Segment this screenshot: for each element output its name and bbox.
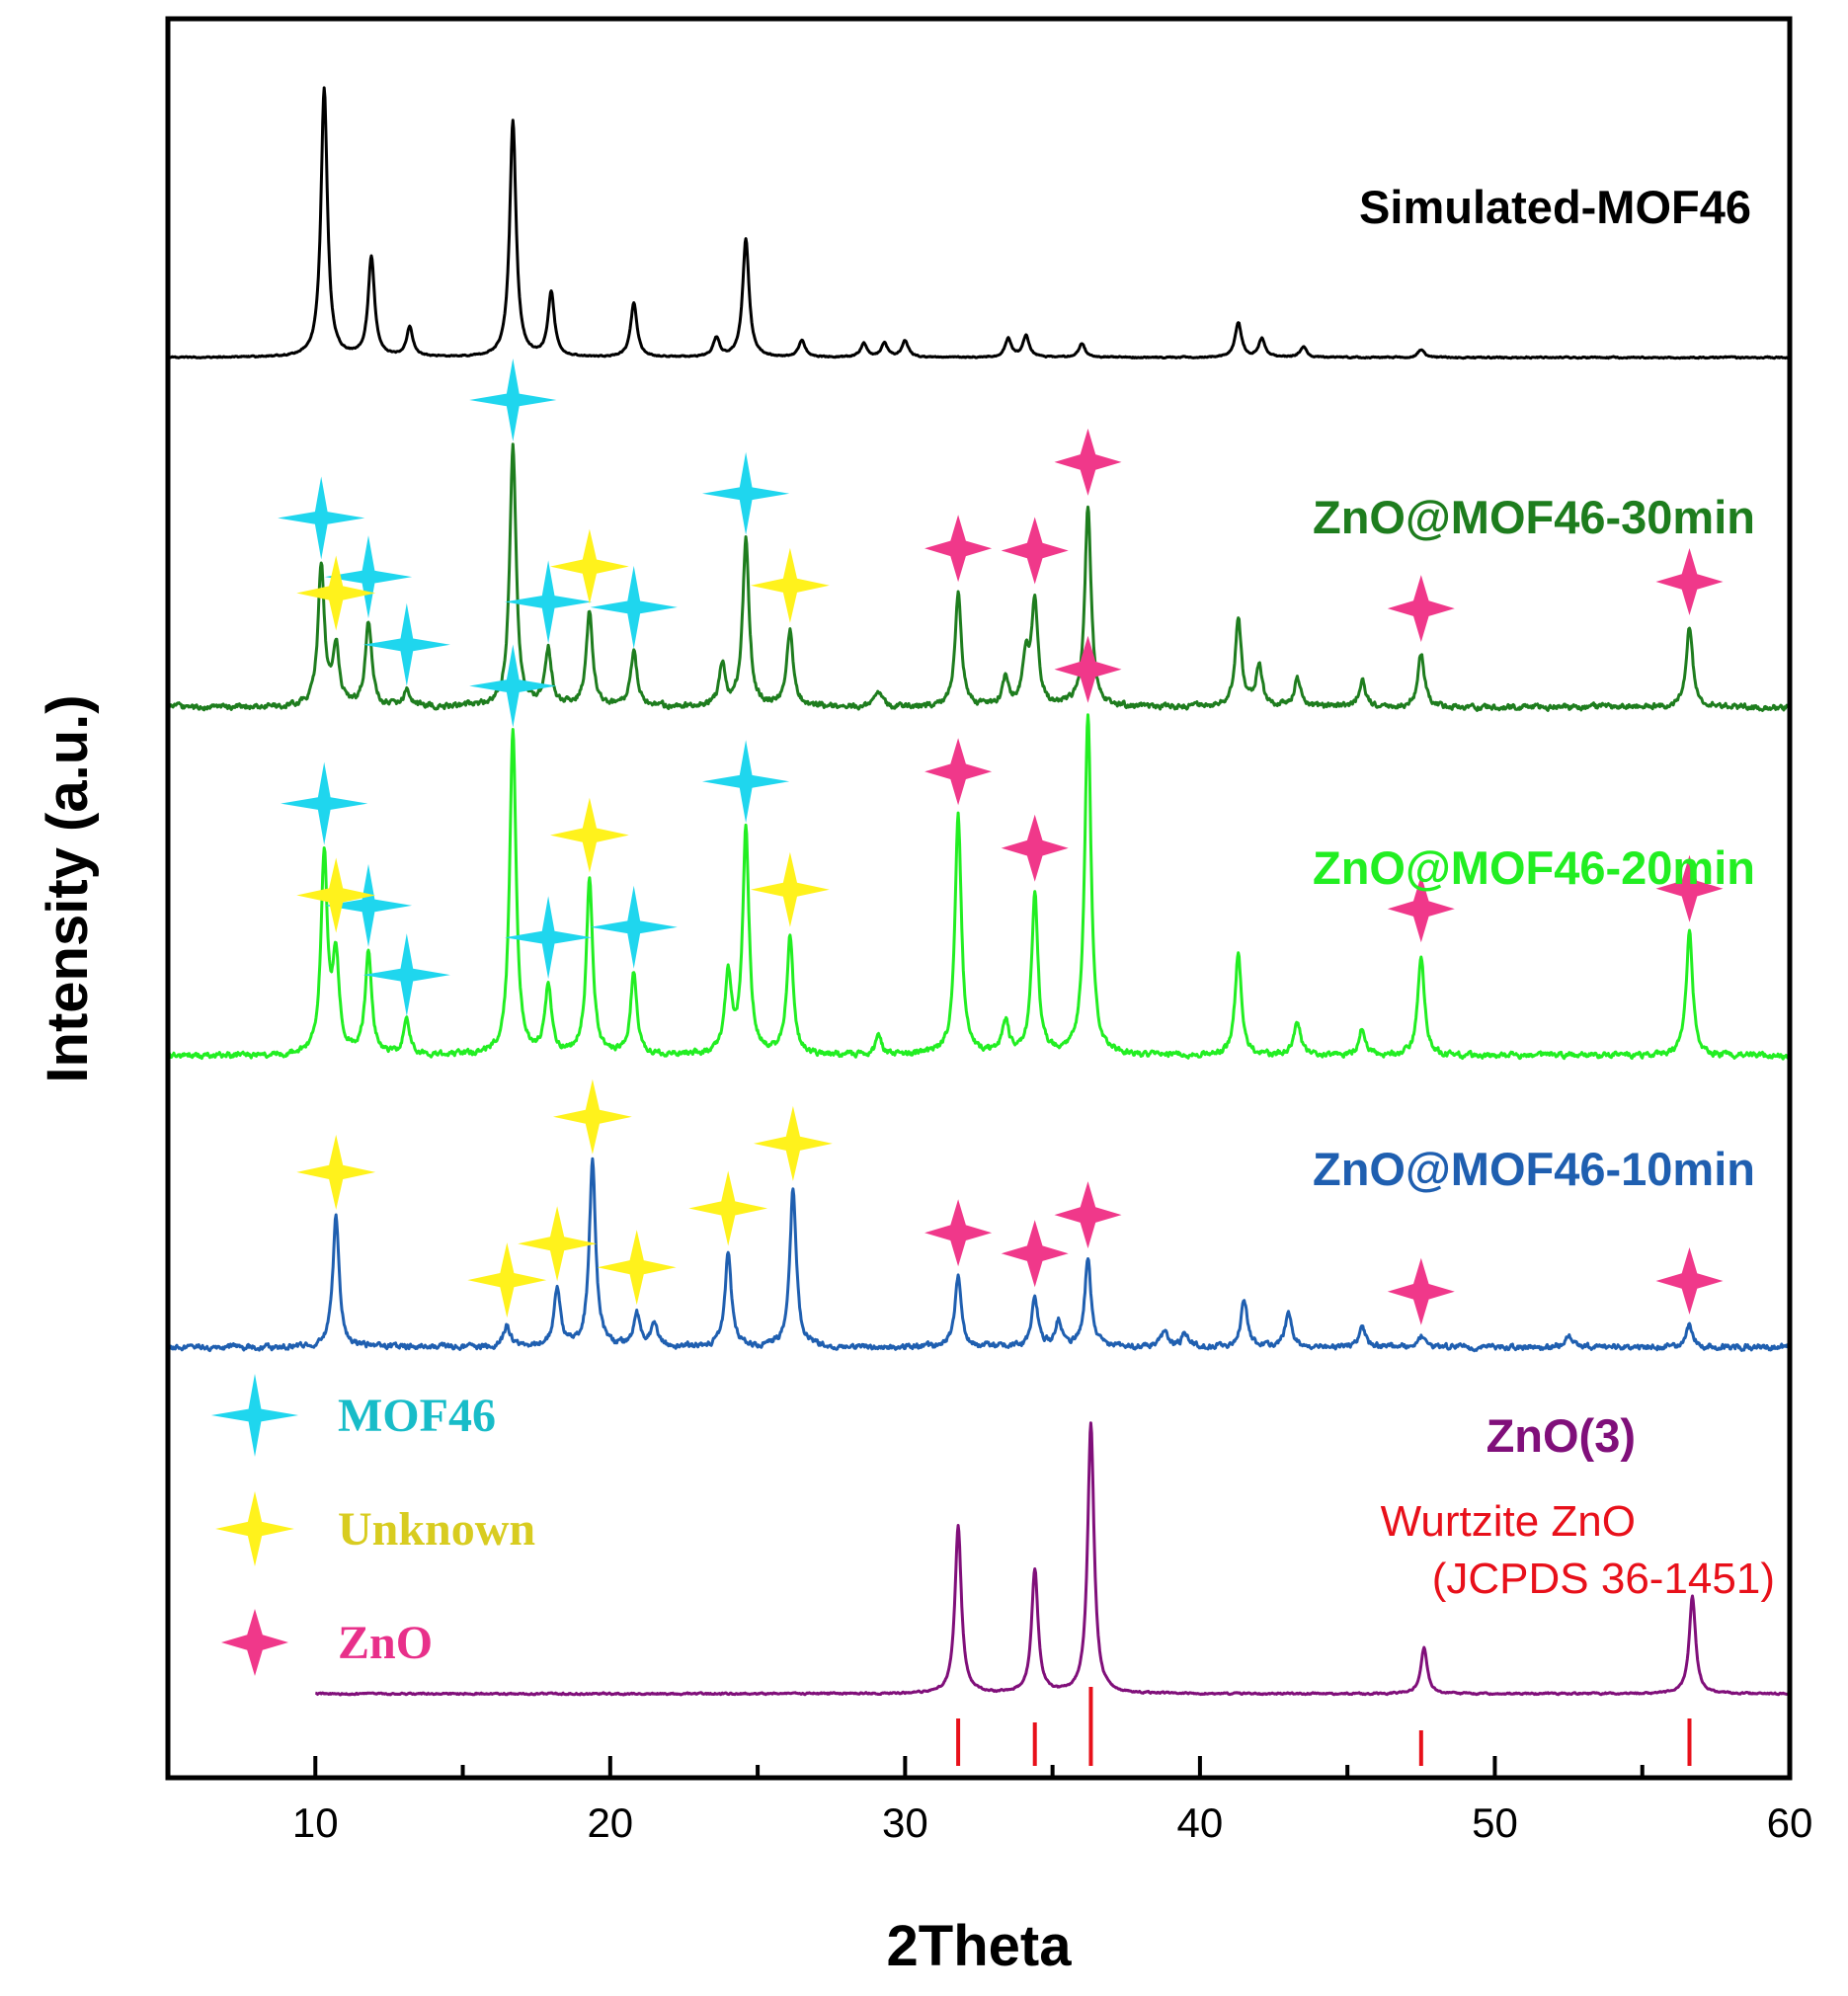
x-tick-label-40: 40 [1177,1799,1224,1846]
marker-zno-mof46-20min-zno-1 [1001,814,1069,882]
series-line-simulated-mof46 [167,86,1791,360]
legend-layer: MOF46 Unknown ZnO [338,1390,535,1669]
marker-zno-mof46-30min-zno-4 [1655,548,1724,615]
marker-zno-mof46-10min-zno-2 [1054,1181,1122,1249]
marker-zno-mof46-30min-zno-0 [924,515,993,583]
series-label-zno-mof46-20min: ZnO@MOF46-20min [1313,841,1755,894]
marker-zno-mof46-10min-zno-0 [924,1199,993,1267]
marker-zno-mof46-20min-unknown-2 [751,851,830,927]
marker-zno-mof46-20min-zno-3 [1387,875,1455,943]
x-tick-label-10: 10 [292,1799,339,1846]
reference-layer [956,1687,1692,1766]
x-tick-label-20: 20 [587,1799,633,1846]
marker-zno-mof46-20min-zno-4 [1655,854,1724,922]
x-tick-label-30: 30 [882,1799,928,1846]
marker-zno-mof46-10min-zno-1 [1001,1220,1069,1288]
reference-sub-label: (JCPDS 36-1451) [1432,1555,1775,1603]
marker-zno-mof46-30min-mof46-4 [505,560,593,644]
label-layer: Simulated-MOF46 ZnO@MOF46-30min ZnO@MOF46-… [1313,181,1775,1603]
marker-zno-mof46-30min-mof46-3 [469,359,557,441]
marker-zno-mof46-30min-unknown-2 [751,547,830,623]
x-tick-label-60: 60 [1767,1799,1813,1846]
marker-zno-mof46-20min-mof46-5 [590,885,678,969]
marker-zno-mof46-20min-mof46-2 [362,933,450,1017]
marker-zno-mof46-20min-zno-0 [924,738,993,806]
series-line-zno-mof46-20min [166,713,1792,1061]
legend-marker-zno [221,1609,288,1676]
marker-zno-mof46-20min-mof46-4 [505,896,593,980]
marker-zno-mof46-30min-mof46-1 [324,535,413,619]
marker-zno-mof46-30min-zno-3 [1387,575,1455,643]
marker-zno-mof46-20min-zno-2 [1054,635,1122,703]
legend-label-zno: ZnO [338,1617,433,1669]
marker-zno-mof46-10min-unknown-4 [597,1230,677,1306]
marker-zno-mof46-30min-zno-2 [1054,428,1122,496]
marker-zno-mof46-10min-unknown-2 [518,1206,597,1282]
series-line-zno-mof46-10min [166,1157,1792,1353]
legend-marker-mof46 [210,1374,299,1457]
marker-zno-mof46-20min-mof46-0 [281,761,368,845]
legend-label-mof46: MOF46 [338,1390,496,1442]
series-label-zno-mof46-30min: ZnO@MOF46-30min [1313,491,1755,543]
legend-marker-unknown [215,1491,294,1566]
axis-layer: 10 20 30 40 50 60 2Theta Intensity (a.u.) [36,16,1813,1978]
series-label-simulated-mof46: Simulated-MOF46 [1359,181,1751,233]
marker-zno-mof46-20min-unknown-1 [550,797,629,873]
marker-zno-mof46-30min-mof46-2 [362,602,450,686]
series-label-zno-3: ZnO(3) [1486,1409,1636,1462]
series-line-zno-3 [314,1421,1791,1697]
series-line-zno-mof46-30min [166,442,1792,712]
marker-zno-mof46-20min-unknown-0 [296,857,376,933]
marker-zno-mof46-30min-zno-1 [1001,517,1069,585]
marker-zno-mof46-20min-mof46-1 [324,863,413,947]
marker-zno-mof46-10min-unknown-0 [296,1134,376,1210]
x-tick-label-50: 50 [1472,1799,1518,1846]
marker-zno-mof46-10min-zno-4 [1655,1247,1724,1315]
reference-label: Wurtzite ZnO [1381,1497,1636,1546]
marker-zno-mof46-20min-mof46-3 [469,644,557,728]
marker-zno-mof46-30min-unknown-1 [550,528,629,604]
series-label-zno-mof46-10min: ZnO@MOF46-10min [1313,1143,1755,1195]
marker-zno-mof46-10min-unknown-6 [754,1105,833,1181]
marker-zno-mof46-10min-unknown-1 [467,1242,547,1318]
y-axis-title: Intensity (a.u.) [36,694,100,1082]
legend-label-unknown: Unknown [338,1503,535,1556]
marker-zno-mof46-20min-mof46-6 [702,740,790,824]
series-layer [166,86,1792,1697]
marker-layer [210,359,1724,1676]
marker-zno-mof46-10min-unknown-5 [688,1170,768,1246]
marker-zno-mof46-30min-unknown-0 [296,555,376,631]
marker-zno-mof46-10min-unknown-3 [553,1078,632,1155]
x-axis-title: 2Theta [887,1914,1073,1978]
marker-zno-mof46-30min-mof46-6 [702,451,790,535]
marker-zno-mof46-10min-zno-3 [1387,1257,1455,1325]
plot-frame [165,16,1793,1781]
marker-zno-mof46-30min-mof46-0 [278,476,365,560]
marker-zno-mof46-30min-mof46-5 [590,565,678,649]
